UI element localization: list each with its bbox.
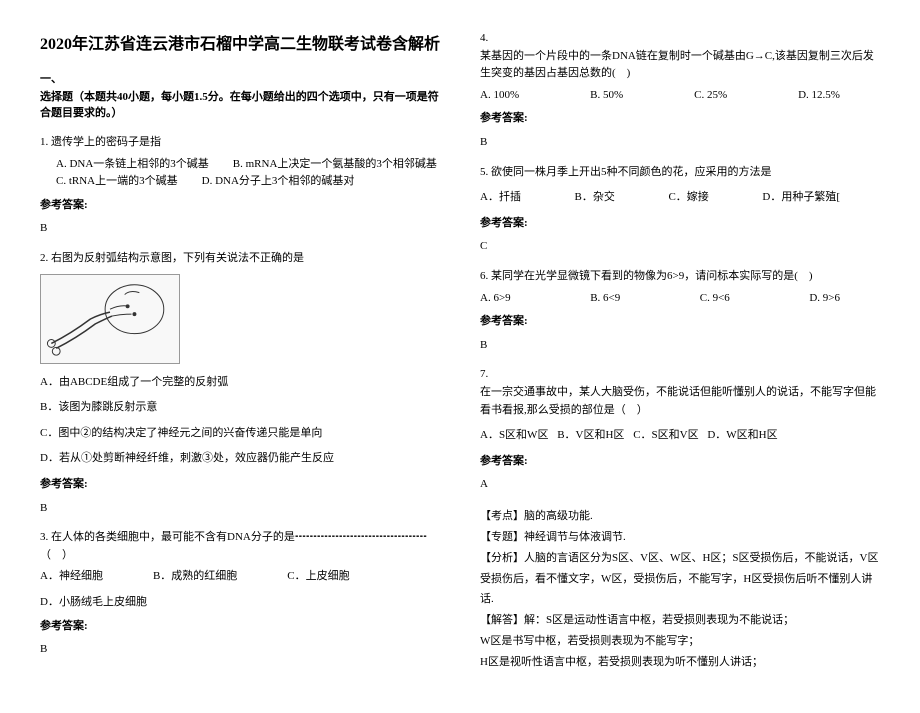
question-1: 1. 遗传学上的密码子是指 A. DNA一条链上相邻的3个碱基 B. mRNA上… <box>40 134 440 238</box>
section-description: 选择题（本题共40小题，每小题1.5分。在每小题给出的四个选项中，只有一项是符合… <box>40 88 440 120</box>
option-d: D．W区和H区 <box>707 429 777 441</box>
question-text: 在一宗交通事故中，某人大脑受伤，不能说话但能听懂别人的说话，不能写字但能看书看报… <box>480 384 880 419</box>
option-b: B. 50% <box>590 87 623 105</box>
option-a: A．扦插 <box>480 189 521 207</box>
answer-value: B <box>40 500 440 518</box>
right-column: 4. 某基因的一个片段中的一条DNA链在复制时一个碱基由G→C,该基因复制三次后… <box>480 30 880 683</box>
answer-label: 参考答案: <box>40 197 440 215</box>
question-4: 4. 某基因的一个片段中的一条DNA链在复制时一个碱基由G→C,该基因复制三次后… <box>480 30 880 152</box>
question-text: 2. 右图为反射弧结构示意图，下列有关说法不正确的是 <box>40 250 440 268</box>
topic-text: 神经调节与体液调节. <box>524 531 626 543</box>
answer-label: 参考答案: <box>480 453 880 471</box>
option-b: B．杂交 <box>575 189 615 207</box>
question-text: 某基因的一个片段中的一条DNA链在复制时一个碱基由G→C,该基因复制三次后发生突… <box>480 48 880 83</box>
question-6: 6. 某同学在光学显微镜下看到的物像为6>9，请问标本实际写的是( ) A. 6… <box>480 268 880 354</box>
analysis-text: 人脑的言语区分为S区、V区、W区、H区；S区受损伤后，不能说话，V区受损伤后，看… <box>480 552 878 606</box>
answer-value: B <box>480 134 880 152</box>
option-d: D．若从①处剪断神经纤维，刺激③处，效应器仍能产生反应 <box>40 450 440 468</box>
section-number: 一、 <box>40 70 440 86</box>
option-d: D．用种子繁殖[ <box>762 189 840 207</box>
answer-label: 参考答案: <box>480 215 880 233</box>
answer-value: A <box>480 476 880 494</box>
left-column: 2020年江苏省连云港市石榴中学高二生物联考试卷含解析 一、 选择题（本题共40… <box>40 30 440 683</box>
solve-text: 解：S区是运动性语言中枢，若受损则表现为不能说话； <box>524 614 794 626</box>
answer-value: C <box>480 238 880 256</box>
answer-value: B <box>40 641 440 659</box>
option-b: B. mRNA上决定一个氨基酸的3个相邻碱基 <box>233 156 437 174</box>
option-d: D. 12.5% <box>798 87 840 105</box>
question-num: 7. <box>480 366 880 384</box>
question-3: 3. 在人体的各类细胞中，最可能不含有DNA分子的是┅┅┅┅┅┅┅┅┅┅┅┅（ … <box>40 529 440 659</box>
question-text: 3. 在人体的各类细胞中，最可能不含有DNA分子的是┅┅┅┅┅┅┅┅┅┅┅┅（ … <box>40 529 440 564</box>
answer-label: 参考答案: <box>480 110 880 128</box>
option-c: C. tRNA上一端的3个碱基 <box>56 173 178 191</box>
option-a: A．神经细胞 <box>40 568 103 586</box>
answer-label: 参考答案: <box>40 618 440 636</box>
option-a: A. DNA一条链上相邻的3个碱基 <box>56 156 209 174</box>
solve-text-3: H区是视听性语言中枢，若受损则表现为听不懂别人讲话； <box>480 652 880 673</box>
question-num: 4. <box>480 30 880 48</box>
option-c: C．S区和V区 <box>633 429 698 441</box>
answer-label: 参考答案: <box>480 313 880 331</box>
analysis-block: 【考点】脑的高级功能. 【专题】神经调节与体液调节. 【分析】人脑的言语区分为S… <box>480 506 880 673</box>
option-a: A．由ABCDE组成了一个完整的反射弧 <box>40 374 440 392</box>
option-c: C. 9<6 <box>700 290 730 308</box>
option-b: B. 6<9 <box>590 290 620 308</box>
option-a: A．S区和W区 <box>480 429 548 441</box>
solve-label: 【解答】 <box>480 614 524 626</box>
answer-value: B <box>40 220 440 238</box>
question-text: 5. 欲使同一株月季上开出5种不同颜色的花，应采用的方法是 <box>480 164 880 182</box>
option-b: B．该图为膝跳反射示意 <box>40 399 440 417</box>
question-7: 7. 在一宗交通事故中，某人大脑受伤，不能说话但能听懂别人的说话，不能写字但能看… <box>480 366 880 673</box>
option-b: B．V区和H区 <box>557 429 624 441</box>
option-d: D. 9>6 <box>809 290 840 308</box>
option-c: C．上皮细胞 <box>287 568 349 586</box>
option-a: A. 6>9 <box>480 290 511 308</box>
option-d: D. DNA分子上3个相邻的碱基对 <box>202 173 355 191</box>
option-c: C. 25% <box>694 87 727 105</box>
question-text: 6. 某同学在光学显微镜下看到的物像为6>9，请问标本实际写的是( ) <box>480 268 880 286</box>
question-text: 1. 遗传学上的密码子是指 <box>40 134 440 152</box>
question-5: 5. 欲使同一株月季上开出5种不同颜色的花，应采用的方法是 A．扦插 B．杂交 … <box>480 164 880 256</box>
exam-title: 2020年江苏省连云港市石榴中学高二生物联考试卷含解析 <box>40 30 440 54</box>
solve-text-2: W区是书写中枢，若受损则表现为不能写字； <box>480 631 880 652</box>
analysis-label: 【分析】 <box>480 552 524 564</box>
option-a: A. 100% <box>480 87 519 105</box>
answer-value: B <box>480 337 880 355</box>
option-d: D．小肠绒毛上皮细胞 <box>40 594 147 612</box>
topic-label: 【专题】 <box>480 531 524 543</box>
option-c: C．图中②的结构决定了神经元之间的兴奋传递只能是单向 <box>40 425 440 443</box>
question-2: 2. 右图为反射弧结构示意图，下列有关说法不正确的是 A．由ABCDE组成了一个… <box>40 250 440 517</box>
point-label: 【考点】 <box>480 510 524 522</box>
option-c: C．嫁接 <box>668 189 708 207</box>
reflex-arc-diagram <box>40 274 180 364</box>
answer-label: 参考答案: <box>40 476 440 494</box>
point-text: 脑的高级功能. <box>524 510 593 522</box>
option-b: B．成熟的红细胞 <box>153 568 237 586</box>
